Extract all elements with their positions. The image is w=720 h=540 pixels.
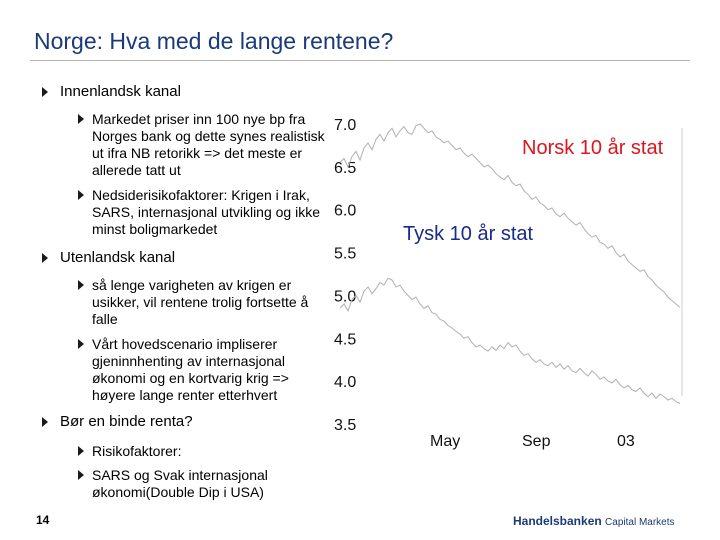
logo-brand: Handelsbanken (513, 514, 602, 528)
bullet-arrow-icon (78, 470, 84, 480)
bullet-text: Bør en binde renta? (60, 413, 193, 430)
bullet-sars: SARS og Svak internasjonal økonomi(Doubl… (78, 467, 268, 501)
bullet-arrow-icon (78, 190, 84, 200)
bullet-text: Innenlandsk kanal (60, 83, 181, 100)
bullet-arrow-icon (42, 253, 48, 263)
bullet-arrow-icon (78, 339, 84, 349)
bullet-arrow-icon (42, 87, 48, 97)
bullet-hovedscenario: Vårt hovedscenario impliserer gjeninnhen… (78, 336, 289, 404)
y-tick-label: 4.0 (334, 374, 356, 391)
y-tick-label: 4.5 (334, 331, 356, 348)
bullet-arrow-icon (78, 446, 84, 456)
bullet-varigheten: så lenge varigheten av krigen er usikker… (78, 277, 308, 328)
annotation-norsk: Norsk 10 år stat (522, 137, 664, 159)
bullet-text: Nedsiderisikofaktorer: Krigen i Irak, SA… (92, 187, 321, 237)
series-line-tysk (339, 277, 681, 404)
bullet-innenlandsk: Innenlandsk kanal (42, 83, 181, 100)
page-number: 14 (36, 513, 50, 527)
slide-title: Norge: Hva med de lange rentene? (34, 28, 394, 54)
bullet-text: så lenge varigheten av krigen er usikker… (92, 277, 309, 327)
y-tick-label: 3.5 (334, 417, 356, 434)
y-tick-label: 5.5 (334, 246, 356, 263)
bullet-markedet: Markedet priser inn 100 nye bp fra Norge… (78, 111, 325, 179)
bullet-text: Markedet priser inn 100 nye bp fra Norge… (92, 111, 325, 178)
bullet-text: Risikofaktorer: (92, 443, 182, 459)
bullet-nedsiderisiko: Nedsiderisikofaktorer: Krigen i Irak, SA… (78, 187, 320, 238)
bullet-text: SARS og Svak internasjonal økonomi(Doubl… (92, 467, 268, 500)
bullet-arrow-icon (42, 417, 48, 427)
x-tick-label: May (430, 433, 460, 450)
bullet-text: Vårt hovedscenario impliserer gjeninnhen… (92, 336, 289, 403)
bullet-arrow-icon (78, 114, 84, 124)
y-tick-label: 6.0 (334, 203, 356, 220)
bullet-binde-renta: Bør en binde renta? (42, 413, 193, 430)
bullet-utenlandsk: Utenlandsk kanal (42, 249, 175, 266)
title-divider (30, 60, 690, 61)
logo-sub: Capital Markets (605, 517, 675, 528)
x-tick-label: Sep (522, 433, 551, 450)
bullet-arrow-icon (78, 280, 84, 290)
bullet-risikofaktorer: Risikofaktorer: (78, 443, 181, 460)
y-tick-label: 5.0 (334, 288, 356, 305)
y-tick-label: 7.0 (334, 117, 356, 134)
bullet-text: Utenlandsk kanal (60, 249, 176, 266)
x-tick-label: 03 (617, 433, 635, 450)
series-line-norsk (339, 123, 681, 308)
handelsbanken-logo: Handelsbanken Capital Markets (513, 514, 675, 528)
y-tick-label: 6.5 (334, 160, 356, 177)
annotation-tysk: Tysk 10 år stat (403, 223, 533, 245)
